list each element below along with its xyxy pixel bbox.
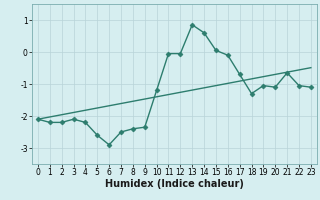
X-axis label: Humidex (Indice chaleur): Humidex (Indice chaleur) — [105, 179, 244, 189]
